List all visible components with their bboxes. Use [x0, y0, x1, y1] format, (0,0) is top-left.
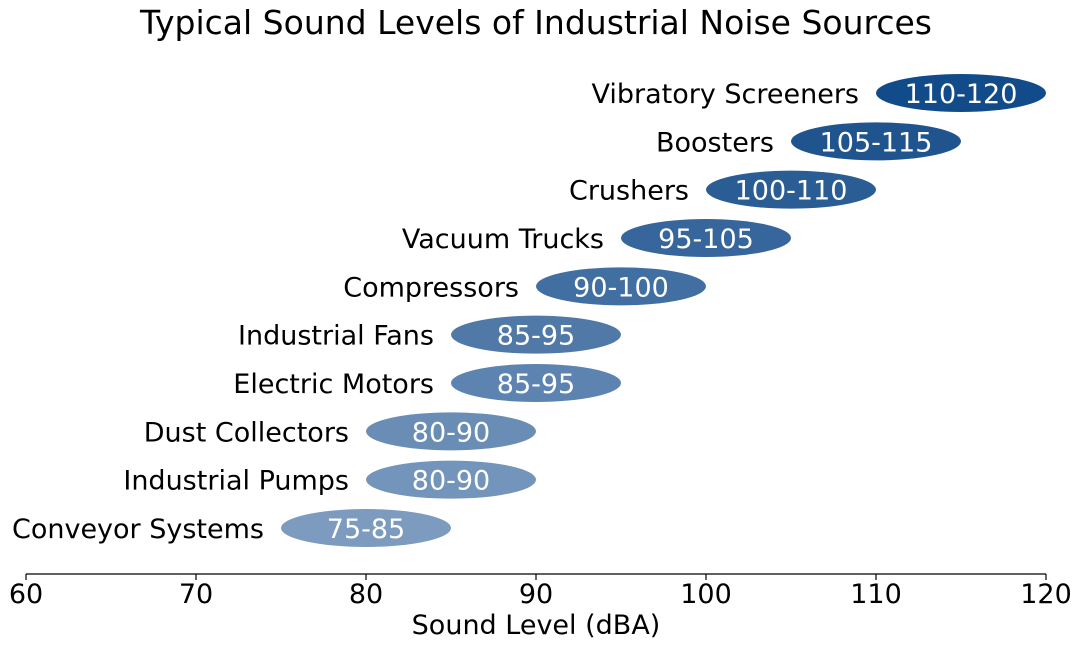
chart-title: Typical Sound Levels of Industrial Noise… — [139, 3, 932, 42]
range-bar — [791, 122, 961, 161]
range-value-label: 95-105 — [658, 224, 754, 255]
range-value-label: 85-95 — [497, 321, 575, 352]
category-label: Industrial Pumps — [123, 466, 349, 497]
range-value-label: 110-120 — [905, 79, 1018, 110]
range-value-label: 100-110 — [735, 176, 848, 207]
category-label: Compressors — [343, 272, 519, 303]
x-tick-label: 90 — [519, 579, 553, 610]
range-value-label: 80-90 — [412, 417, 490, 448]
x-tick-label: 120 — [1020, 579, 1072, 610]
chart-marks: 75-85 Conveyor Systems 80-90 Industrial Pum… — [12, 74, 1046, 547]
range-bar — [876, 74, 1046, 112]
x-tick-label: 100 — [680, 579, 732, 610]
range-value-label: 90-100 — [573, 272, 669, 303]
category-label: Vacuum Trucks — [402, 224, 604, 255]
range-bar — [366, 412, 536, 451]
range-bar — [451, 364, 621, 402]
range-value-label: 75-85 — [327, 514, 405, 545]
range-bar — [706, 170, 876, 209]
category-label: Vibratory Screeners — [591, 79, 859, 110]
x-axis-ticks: 60 70 80 90 100 110 120 — [9, 574, 1072, 610]
x-tick-label: 60 — [9, 579, 43, 610]
x-tick-label: 80 — [349, 579, 383, 610]
range-value-label: 105-115 — [820, 127, 933, 158]
category-label: Boosters — [656, 127, 774, 158]
category-label: Electric Motors — [233, 369, 434, 400]
range-bar — [451, 315, 621, 354]
range-value-label: 85-95 — [497, 369, 575, 400]
x-tick-label: 110 — [850, 579, 902, 610]
category-label: Conveyor Systems — [12, 514, 264, 545]
category-label: Dust Collectors — [144, 417, 349, 448]
x-axis-label: Sound Level (dBA) — [412, 610, 661, 641]
range-bar — [536, 267, 706, 306]
range-value-label: 80-90 — [412, 466, 490, 497]
category-label: Crushers — [569, 176, 689, 207]
range-bar — [281, 509, 451, 547]
x-tick-label: 70 — [179, 579, 213, 610]
range-bar — [366, 460, 536, 499]
range-bar — [621, 219, 791, 257]
category-label: Industrial Fans — [238, 321, 434, 352]
